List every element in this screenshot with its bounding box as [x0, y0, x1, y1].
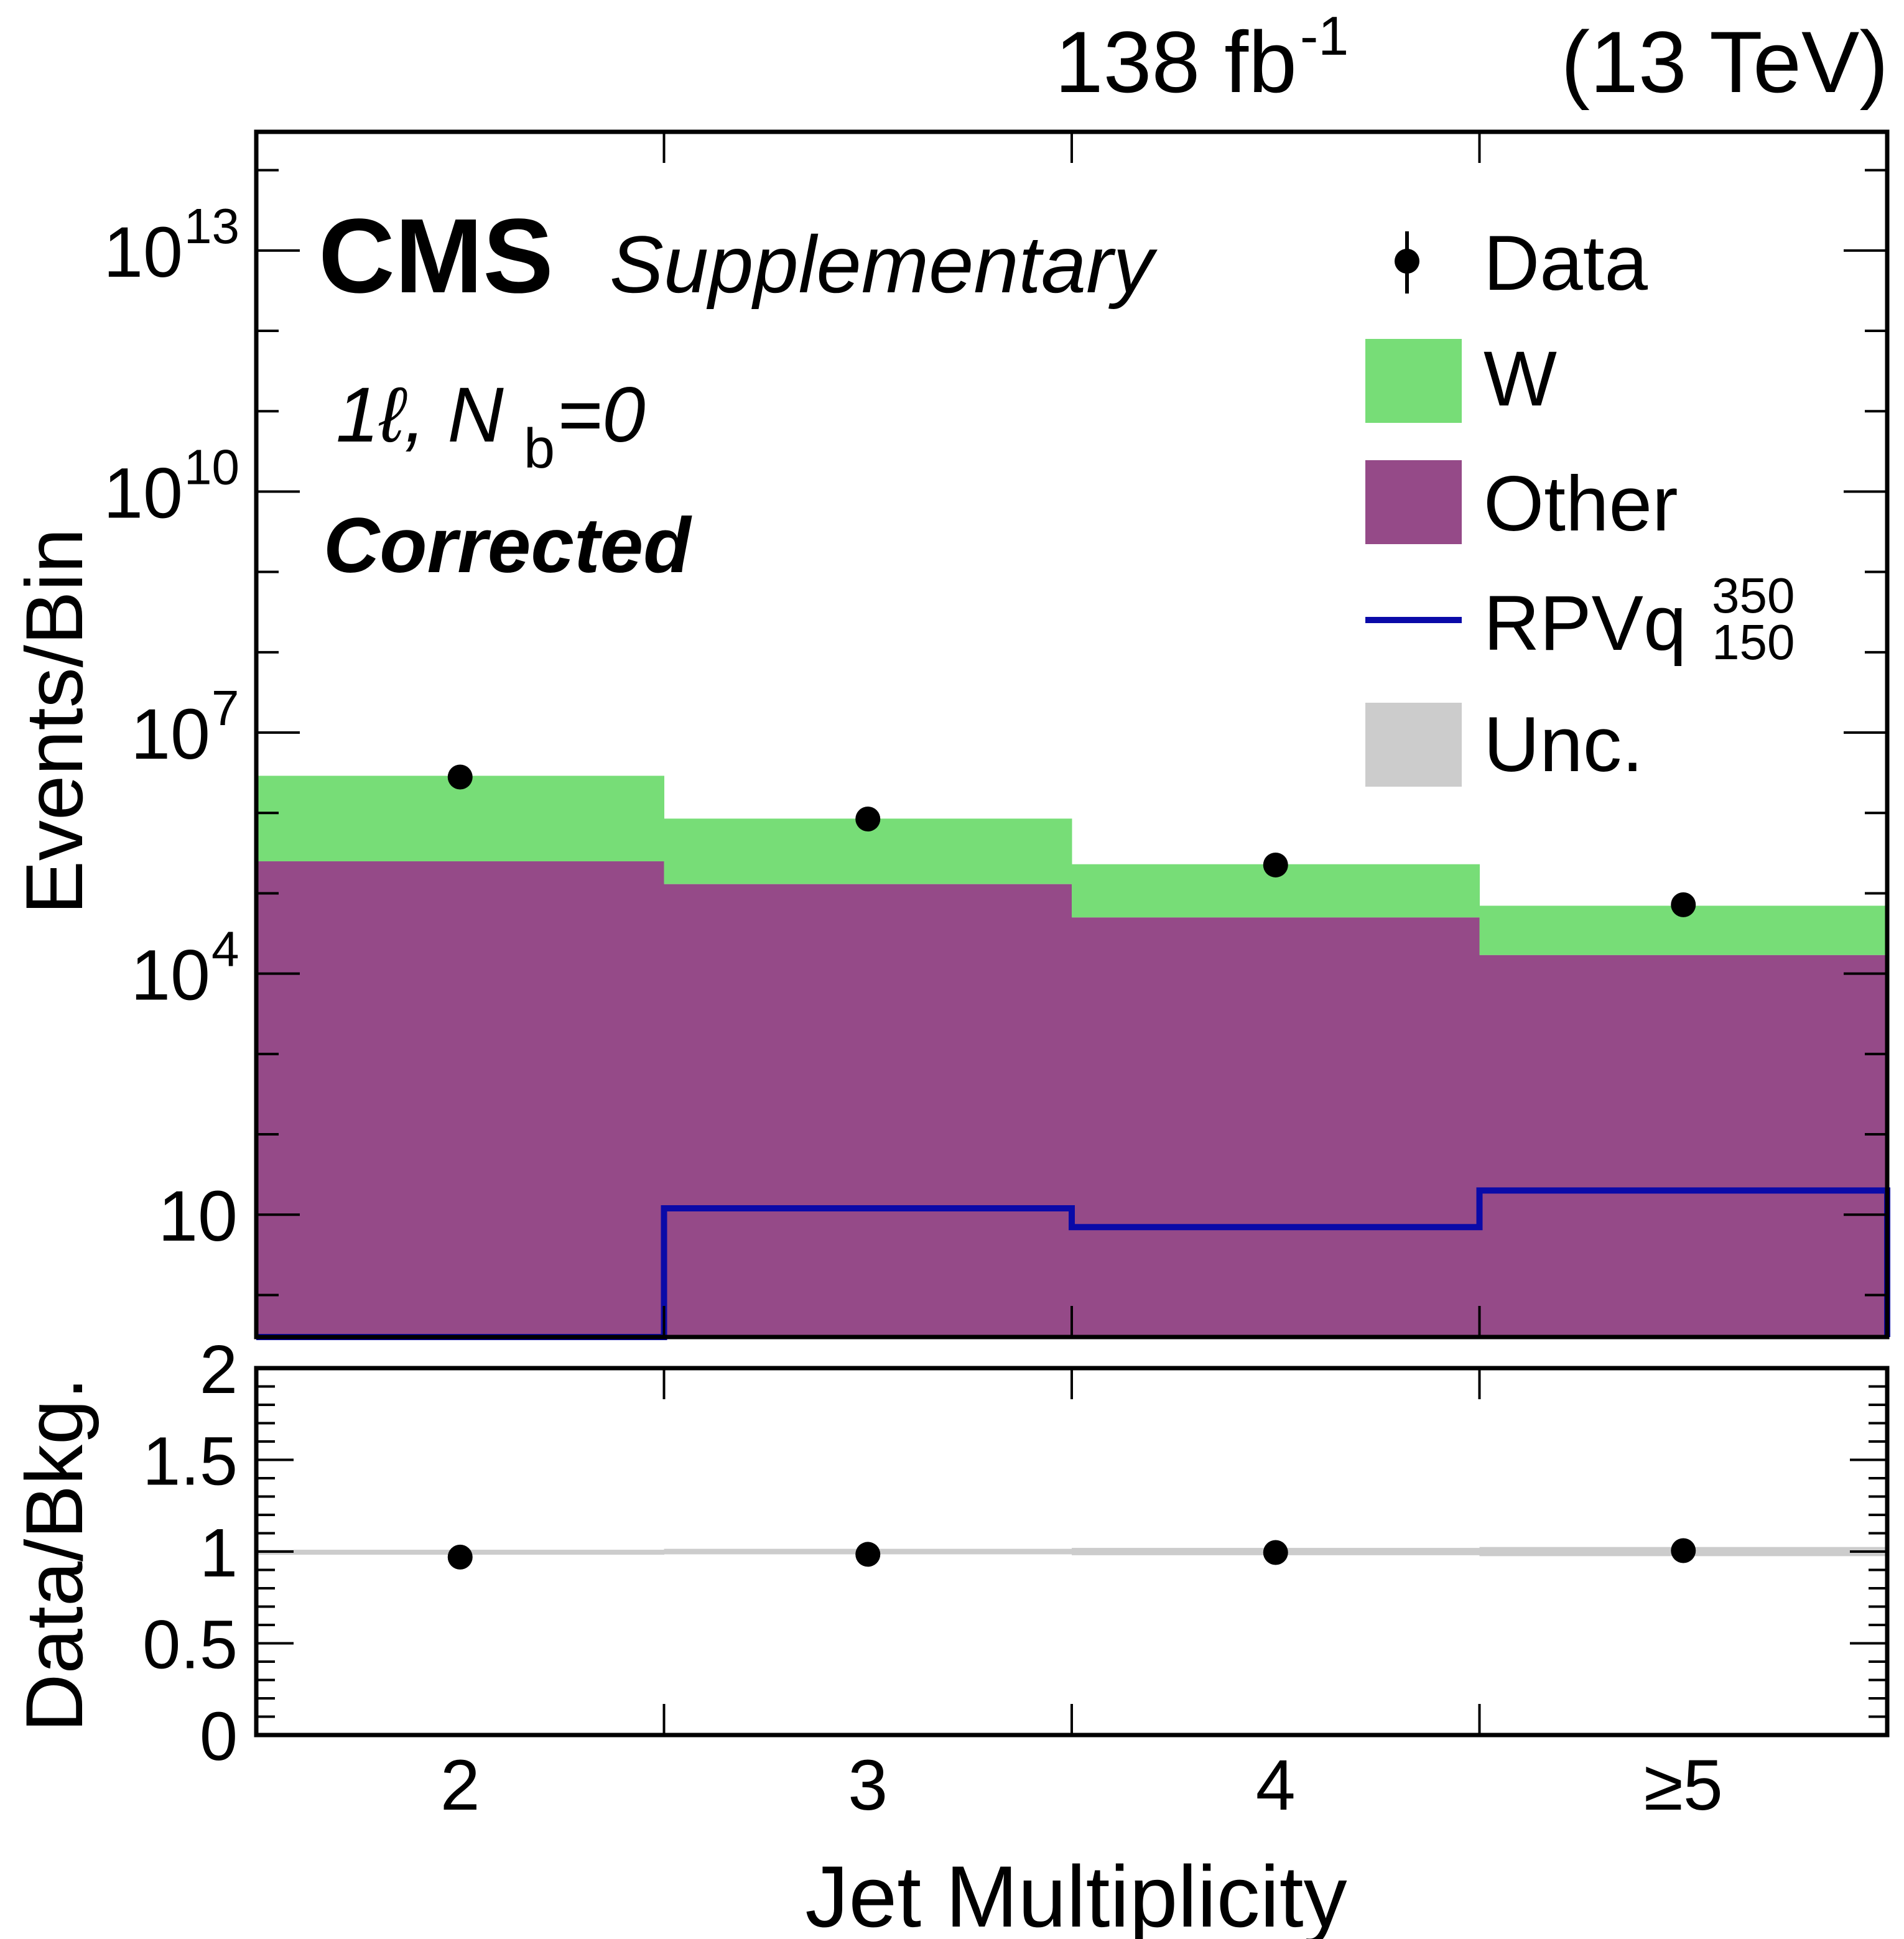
legend-w-swatch	[1365, 339, 1462, 423]
data-point-2	[1263, 852, 1288, 877]
legend-unc-label: Unc.	[1484, 701, 1643, 788]
energy-label: (13 TeV)	[1561, 13, 1888, 111]
correction-label: Corrected	[323, 502, 692, 589]
ratio-point-1	[855, 1542, 881, 1567]
bar-w-0	[256, 775, 664, 862]
x-category-label: 3	[848, 1746, 888, 1825]
lumi-exponent: -1	[1300, 5, 1349, 67]
ratio-point-2	[1263, 1540, 1288, 1565]
legend-data-marker	[1395, 249, 1419, 274]
ratio-y-axis-title: Data/Bkg.	[9, 1377, 100, 1733]
main-plot-area	[256, 764, 1890, 1340]
y-tick-label: 10	[131, 936, 210, 1016]
cms-label: CMS	[318, 197, 554, 315]
ratio-point-3	[1671, 1538, 1696, 1563]
ratio-y-tick-label: 0.5	[142, 1607, 238, 1683]
lumi-label: 138 fb	[1055, 13, 1297, 111]
data-point-0	[447, 764, 473, 790]
x-axis-title: Jet Multiplicity	[805, 1848, 1347, 1939]
legend-unc-swatch	[1365, 703, 1462, 787]
bar-other-0	[256, 861, 664, 1337]
y-tick-label: 10	[103, 213, 183, 292]
x-category-label: 4	[1256, 1746, 1296, 1825]
y-tick-label-exponent: 7	[211, 680, 239, 736]
ratio-y-tick-label: 1.5	[142, 1423, 238, 1500]
ratio-y-tick-label: 0	[200, 1698, 238, 1775]
bar-other-1	[664, 884, 1072, 1337]
bar-other-3	[1479, 955, 1888, 1337]
ratio-plot-area	[256, 1538, 1888, 1570]
legend-w-label: W	[1484, 336, 1557, 422]
data-point-3	[1671, 892, 1696, 917]
x-category-label: 2	[440, 1746, 480, 1825]
ratio-y-tick-label: 2	[200, 1331, 238, 1408]
x-category-label: ≥5	[1644, 1746, 1723, 1825]
legend: Data W Other RPVq 350 150 Unc.	[1365, 220, 1795, 788]
selection-subscript: b	[524, 418, 555, 480]
y-axis-title: Events/Bin	[9, 528, 100, 914]
y-tick-label: 10	[103, 453, 183, 533]
y-tick-label-exponent: 10	[184, 439, 239, 494]
selection-suffix: =0	[557, 372, 646, 458]
legend-data-label: Data	[1484, 220, 1648, 307]
data-point-1	[855, 807, 881, 832]
selection-label: 1ℓ, N	[336, 372, 504, 458]
bar-other-2	[1072, 917, 1480, 1337]
legend-signal-sub: 150	[1712, 614, 1795, 670]
y-tick-label: 10	[158, 1177, 238, 1256]
ratio-point-0	[447, 1544, 473, 1570]
legend-signal-sup: 350	[1712, 568, 1795, 623]
legend-signal-label: RPVq	[1484, 580, 1687, 667]
y-tick-label-exponent: 13	[184, 198, 239, 254]
ratio-axes: 0 0.5 1 1.5 2 2 3 4 ≥5	[142, 1331, 1890, 1825]
ratio-y-tick-label: 1	[200, 1515, 238, 1591]
signal-step-line	[256, 1187, 1890, 1340]
status-label: Supplementary	[610, 219, 1158, 310]
y-tick-label: 10	[131, 695, 210, 774]
legend-other-swatch	[1365, 460, 1462, 544]
y-tick-label-exponent: 4	[211, 922, 239, 977]
legend-other-label: Other	[1484, 461, 1678, 547]
